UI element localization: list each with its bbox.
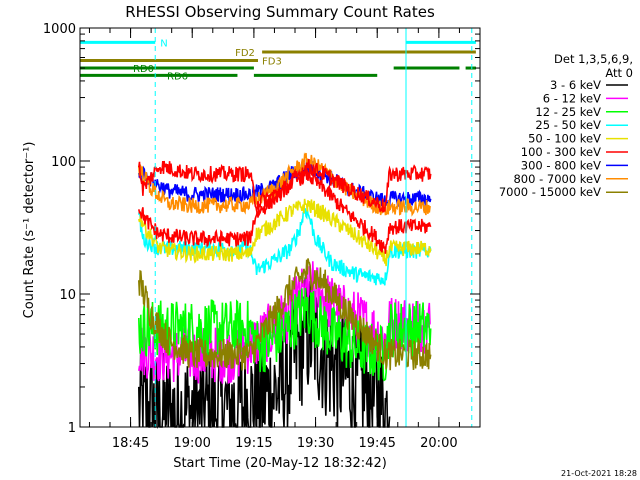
x-axis: 18:45 19:00 19:15 19:30 19:45 20:00 [88,28,481,451]
legend-entry-label: 800 - 7000 keV [513,172,601,186]
x-tick-label: 19:00 [173,436,210,451]
legend-entry-label: 50 - 100 keV [528,132,601,146]
legend-entry-label: 6 - 12 keV [543,91,601,105]
flag-bars: N FD2 FD3 RD0 RD6 [80,38,476,82]
legend-entry-label: 25 - 50 keV [535,118,601,132]
flag-bar-label-fd2: FD2 [235,48,255,59]
x-tick-label: 19:30 [297,436,334,451]
flag-bar-label-fd3: FD3 [262,56,282,67]
legend-header: Att 0 [605,66,633,80]
y-tick-label: 10 [59,288,76,303]
series-9 [138,158,432,214]
y-tick-label: 1 [68,421,76,436]
legend-entry-label: 100 - 300 keV [521,145,601,159]
legend-entry-label: 12 - 25 keV [535,105,601,119]
y-axis: 1 10 100 1000 [43,22,480,436]
chart-title: RHESSI Observing Summary Count Rates [125,3,435,21]
y-tick-label: 100 [51,155,76,170]
legend-entry-label: 3 - 6 keV [550,78,601,92]
flag-bar-label-rd6: RD6 [167,71,188,82]
series-8 [138,258,432,371]
flag-bar-label-rd0: RD0 [133,64,154,75]
x-tick-label: 20:00 [420,436,457,451]
y-tick-label: 1000 [43,22,76,37]
x-tick-label: 19:45 [358,436,395,451]
footer-date: 21-Oct-2021 18:28 [561,469,637,478]
x-tick-label: 18:45 [112,436,149,451]
series-layer [138,152,432,429]
legend-entry-label: 7000 - 15000 keV [499,185,601,199]
series-5 [138,166,432,254]
legend-entry-label: 300 - 800 keV [521,158,601,172]
series-4 [138,198,432,267]
legend-header: Det 1,3,5,6,9, [554,52,633,66]
plot-frame [79,27,481,428]
vertical-markers [154,28,473,427]
y-axis-label: Count Rate (s⁻¹ detector⁻¹) [22,142,37,319]
x-axis-label: Start Time (20-May-12 18:32:42) [173,456,387,471]
flag-bar-label-n: N [160,38,167,49]
x-tick-label: 19:15 [235,436,272,451]
